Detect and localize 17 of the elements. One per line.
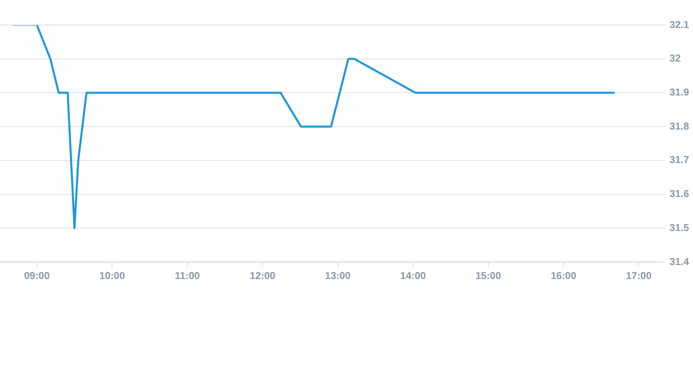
x-tick-label: 10:00: [99, 270, 126, 282]
y-tick-label: 31.7: [670, 155, 690, 166]
y-tick-label: 31.9: [670, 87, 690, 98]
x-tick-label: 11:00: [174, 270, 200, 282]
y-tick-label: 31.4: [670, 256, 690, 268]
y-tick-label: 31.5: [670, 222, 690, 234]
x-tick-label: 13:00: [325, 270, 352, 282]
x-tick-label: 17:00: [626, 270, 652, 282]
x-tick-label: 16:00: [550, 270, 577, 282]
x-tick-label: 12:00: [250, 270, 276, 282]
x-tick-label: 15:00: [475, 270, 502, 282]
x-tick-label: 14:00: [400, 270, 426, 282]
y-tick-label: 31.6: [670, 189, 690, 200]
y-tick-label: 32.1: [670, 20, 690, 31]
x-tick-label: 09:00: [24, 270, 50, 282]
y-tick-label: 31.8: [670, 121, 690, 132]
y-tick-label: 32: [670, 54, 682, 65]
